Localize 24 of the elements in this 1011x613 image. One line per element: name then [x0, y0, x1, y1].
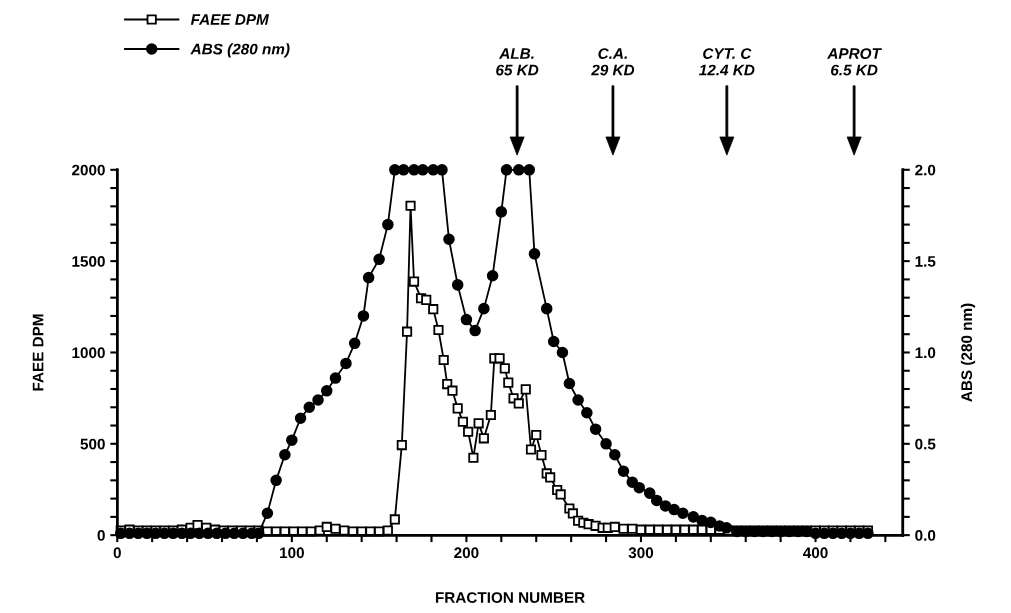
- y2-tick-label: 0.5: [915, 438, 936, 450]
- x-tick-label: 300: [628, 547, 654, 559]
- y2-tick-label: 1.0: [915, 347, 936, 359]
- y-tick-label: 2000: [72, 164, 105, 176]
- legend-label: ABS (280 nm): [190, 43, 290, 58]
- text: C.A. 29 KD: [591, 48, 635, 76]
- y-tick-label: 0: [97, 530, 105, 541]
- y-axis-title: FAEE DPM: [32, 314, 44, 391]
- x-axis-title: FRACTION NUMBER: [435, 592, 585, 603]
- x-tick-label: 0: [113, 547, 121, 559]
- y2-tick-label: 0.0: [915, 530, 936, 541]
- legend-label: FAEE DPM: [190, 14, 270, 25]
- y2-axis-title: ABS (280 nm): [960, 303, 976, 402]
- text: APROT 6.5 KD: [827, 48, 882, 76]
- y-tick-label: 500: [80, 438, 105, 450]
- x-tick-label: 100: [280, 547, 304, 559]
- y-tick-label: 1500: [72, 256, 105, 267]
- y2-tick-label: 1.5: [915, 256, 936, 267]
- text: CYT. C 12.4 KD: [699, 48, 755, 76]
- x-tick-label: 200: [454, 547, 479, 559]
- text: ALB. 65 KD: [496, 48, 539, 76]
- y2-tick-label: 2.0: [915, 164, 936, 176]
- x-tick-label: 400: [803, 547, 828, 559]
- y-tick-label: 1000: [72, 347, 105, 359]
